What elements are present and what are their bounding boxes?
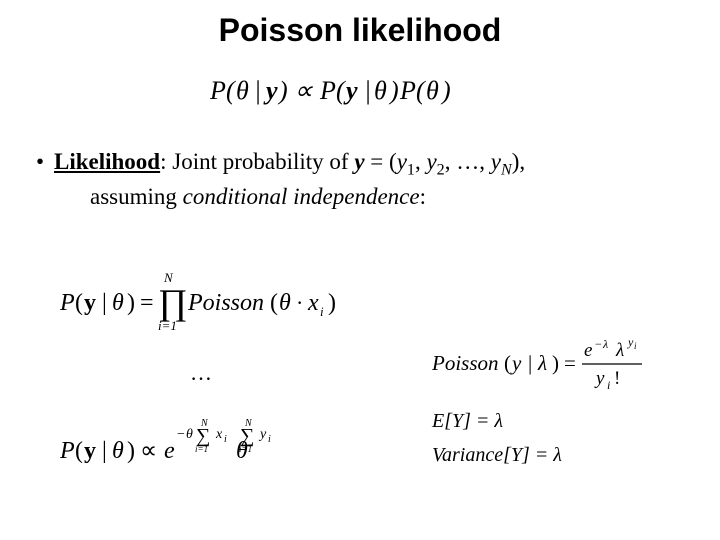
svg-text:P: P: [60, 438, 75, 464]
svg-text:(: (: [226, 76, 236, 105]
bullet-c2: , …,: [445, 149, 491, 174]
svg-text:(: (: [75, 438, 83, 464]
svg-text:y: y: [258, 427, 267, 442]
svg-text:|: |: [364, 76, 371, 105]
svg-text:∏: ∏: [158, 282, 188, 322]
bullet-y: y: [354, 149, 364, 174]
bullet-eq: = (: [365, 149, 397, 174]
product-formula: P ( y | θ ) = N ∏ i=1 Poisson ( θ · x i …: [60, 268, 380, 345]
var-lhs: Variance[Y] =: [432, 444, 553, 466]
svg-text:θ: θ: [236, 76, 249, 105]
svg-text:): ): [552, 351, 559, 375]
svg-text:P: P: [210, 76, 226, 105]
bullet-end: ),: [512, 149, 525, 174]
svg-text:P: P: [319, 76, 336, 105]
svg-text:(: (: [504, 351, 511, 375]
svg-text:∝: ∝: [140, 438, 157, 464]
bullet-yN: y: [491, 149, 501, 174]
svg-text:θ: θ: [112, 438, 124, 464]
svg-text:i=1: i=1: [158, 318, 177, 333]
svg-text:(: (: [416, 76, 426, 105]
svg-text:Poisson: Poisson: [432, 351, 499, 375]
bullet-y1: y: [397, 149, 407, 174]
svg-text:e: e: [164, 438, 175, 464]
svg-text:(: (: [75, 290, 83, 316]
svg-text:(: (: [336, 76, 346, 105]
bullet-sN: N: [501, 162, 512, 179]
ey-lhs: E[Y] =: [432, 410, 494, 432]
slide-title: Poisson likelihood: [0, 0, 720, 49]
svg-text:): ): [388, 76, 399, 105]
svg-text:i: i: [224, 434, 227, 445]
bullet-c1: ,: [415, 149, 427, 174]
svg-text:|: |: [102, 438, 107, 464]
pmf-formula: Poisson ( y | λ ) = e − λ λ y i y i !: [432, 334, 692, 400]
variance-formula: Variance[Y] = λ: [432, 444, 562, 467]
ey-formula: E[Y] = λ: [432, 410, 503, 433]
svg-text:i: i: [320, 304, 324, 319]
svg-text:e: e: [584, 340, 592, 361]
svg-text:i: i: [268, 434, 271, 445]
svg-text:x: x: [215, 427, 223, 442]
svg-text:λ: λ: [615, 340, 624, 361]
svg-text:θ: θ: [426, 76, 439, 105]
svg-text:y: y: [510, 351, 522, 375]
var-rhs: λ: [553, 444, 562, 466]
svg-text:−: −: [177, 427, 185, 442]
svg-text:θ: θ: [236, 438, 248, 464]
svg-text:λ: λ: [537, 351, 547, 375]
bullet-label: Likelihood: [54, 149, 160, 174]
bullet-line2a: assuming: [90, 184, 183, 209]
bullet-s1: 1: [407, 162, 415, 179]
svg-text:y: y: [84, 438, 96, 464]
svg-text:P: P: [60, 290, 75, 316]
svg-text:|: |: [254, 76, 261, 105]
bullet-y2: y: [426, 149, 436, 174]
svg-text:y: y: [263, 76, 278, 105]
svg-text:−: −: [595, 337, 602, 351]
svg-text:i: i: [634, 341, 637, 351]
svg-text:!: !: [614, 368, 620, 389]
svg-text:i: i: [607, 378, 610, 392]
svg-text:i=1: i=1: [195, 444, 208, 454]
svg-text:Poisson: Poisson: [187, 290, 264, 316]
svg-text:θ: θ: [279, 290, 291, 316]
bullet-line2b: :: [420, 184, 426, 209]
svg-text:λ: λ: [602, 337, 608, 351]
ellipsis: …: [190, 360, 212, 386]
ey-rhs: λ: [494, 410, 503, 432]
svg-text:=: =: [564, 351, 576, 375]
svg-text:|: |: [528, 351, 532, 375]
bullet-dot: •: [36, 146, 54, 177]
bullet-line2i: conditional independence: [183, 184, 420, 209]
svg-text:): ): [328, 290, 336, 316]
svg-text:): ): [277, 76, 288, 105]
svg-text:(: (: [270, 290, 278, 316]
svg-text:=: =: [140, 290, 154, 316]
bullet-lead: : Joint probability of: [160, 149, 354, 174]
svg-text:): ): [440, 76, 451, 105]
svg-text:|: |: [102, 290, 107, 316]
svg-text:x: x: [307, 290, 319, 316]
svg-text:P: P: [399, 76, 416, 105]
svg-text:y: y: [343, 76, 358, 105]
expsum-formula: P ( y | θ ) ∝ e − θ N ∑ i=1 x i N ∑ i=1 …: [60, 408, 380, 495]
svg-text:θ: θ: [374, 76, 387, 105]
svg-text:y: y: [627, 335, 634, 349]
svg-text:): ): [127, 438, 135, 464]
bullet-s2: 2: [437, 162, 445, 179]
bayes-formula: P ( θ | y ) ∝ P ( y | θ ) P ( θ ): [0, 73, 720, 118]
svg-text:y: y: [594, 368, 605, 389]
svg-text:θ: θ: [112, 290, 124, 316]
svg-text:): ): [127, 290, 135, 316]
svg-text:·: ·: [296, 290, 303, 315]
bullet-likelihood: •Likelihood: Joint probability of y = (y…: [0, 146, 720, 212]
svg-text:θ: θ: [186, 427, 193, 442]
svg-text:y: y: [84, 290, 96, 316]
svg-text:∝: ∝: [294, 76, 313, 105]
